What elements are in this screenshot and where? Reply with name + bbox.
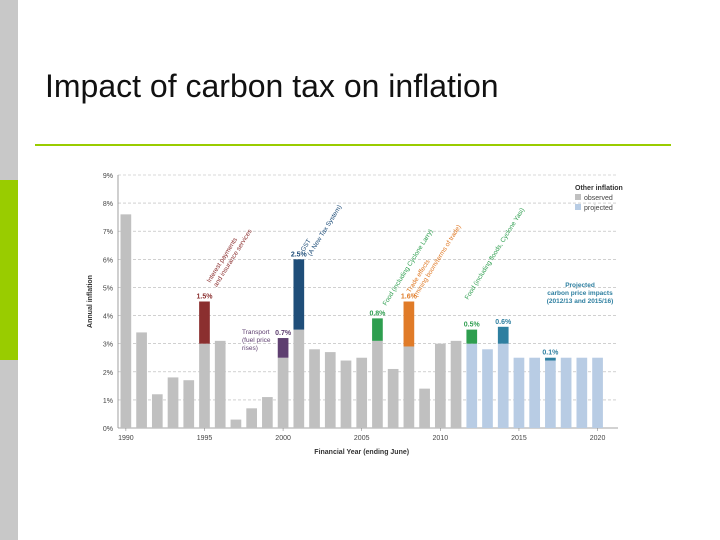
impact-bar — [372, 318, 383, 341]
bar-observed — [246, 408, 257, 428]
annotation-carbon: Projected — [565, 282, 595, 289]
y-tick-label: 3% — [103, 342, 113, 349]
y-tick-label: 2% — [103, 370, 113, 377]
bar-observed — [403, 346, 415, 428]
y-tick-label: 6% — [103, 257, 113, 264]
x-tick-label: 2000 — [275, 435, 291, 442]
bar-observed — [340, 360, 352, 428]
y-tick-label: 8% — [103, 201, 113, 208]
bar-observed — [183, 380, 195, 428]
annotation-trade: (mining boom/terms of trade) — [413, 224, 463, 298]
y-tick-label: 7% — [103, 229, 113, 236]
bar-observed — [151, 394, 163, 428]
bar-observed — [309, 349, 320, 428]
y-tick-label: 0% — [103, 426, 113, 433]
x-tick-label: 2020 — [590, 435, 606, 442]
legend-label: projected — [584, 205, 613, 212]
impact-label: 0.6% — [495, 319, 512, 326]
bar-projected — [529, 357, 541, 428]
bar-observed — [136, 332, 147, 428]
x-tick-label: 1990 — [118, 435, 134, 442]
annotation-carbon: carbon price impacts — [547, 290, 613, 297]
impact-bar — [545, 357, 556, 361]
x-tick-label: 1995 — [197, 435, 213, 442]
bar-observed — [167, 377, 179, 428]
impact-label: 0.1% — [542, 350, 559, 357]
x-tick-label: 2005 — [354, 435, 370, 442]
bar-observed — [199, 343, 210, 428]
bar-projected — [466, 343, 478, 428]
annotation-carbon: (2012/13 and 2015/16) — [547, 298, 614, 305]
annotation-transport: (fuel price — [242, 337, 271, 344]
bar-observed — [450, 340, 462, 428]
bar-observed — [324, 352, 336, 428]
legend-title: Other inflation — [575, 185, 623, 192]
impact-bar — [466, 329, 478, 344]
bar-observed — [372, 340, 383, 428]
legend-label: observed — [584, 195, 613, 202]
x-axis-label: Financial Year (ending June) — [314, 449, 409, 456]
y-axis-label: Annual inflation — [87, 275, 94, 328]
title-rule — [35, 144, 671, 146]
bar-observed — [230, 419, 242, 428]
impact-label: 1.5% — [196, 294, 213, 301]
y-tick-label: 4% — [103, 314, 113, 321]
x-tick-label: 2015 — [511, 435, 527, 442]
y-tick-label: 1% — [103, 398, 113, 405]
impact-label: 0.5% — [464, 322, 481, 329]
annotation-food-floods: Food (including floods, Cyclone Yasi) — [464, 207, 526, 301]
impact-bar — [293, 259, 305, 330]
bar-observed — [277, 357, 289, 428]
impact-label: 0.7% — [275, 330, 292, 337]
bar-observed — [419, 388, 430, 428]
y-tick-label: 9% — [103, 173, 113, 180]
annotation-transport: rises) — [242, 345, 258, 352]
bar-projected — [560, 357, 572, 428]
bar-projected — [576, 357, 588, 428]
x-tick-label: 2010 — [433, 435, 449, 442]
bar-projected — [497, 343, 509, 428]
bar-projected — [482, 349, 493, 428]
legend-swatch — [575, 204, 581, 210]
impact-bar — [277, 338, 289, 358]
annotation-transport: Transport — [242, 329, 270, 336]
legend-swatch — [575, 194, 581, 200]
bar-projected — [513, 357, 525, 428]
impact-label: 0.8% — [369, 310, 386, 317]
bar-observed — [214, 340, 226, 428]
bar-observed — [434, 343, 446, 428]
bar-observed — [262, 397, 273, 428]
bar-projected — [592, 357, 603, 428]
bar-observed — [120, 214, 132, 428]
bar-projected — [545, 360, 556, 428]
bar-observed — [356, 357, 368, 428]
impact-bar — [199, 301, 210, 344]
impact-label: 1.6% — [401, 294, 418, 301]
bar-observed — [293, 329, 305, 428]
impact-label: 2.5% — [291, 251, 308, 258]
impact-bar — [403, 301, 415, 347]
y-tick-label: 5% — [103, 285, 113, 292]
bar-observed — [387, 368, 399, 428]
impact-bar — [497, 326, 509, 344]
slide-left-accent — [0, 180, 18, 360]
annotation-gst: (A New Tax System) — [307, 204, 344, 257]
slide-title: Impact of carbon tax on inflation — [45, 68, 499, 104]
inflation-chart: 0% 1% 2% 3% 4% 5% 6% 7% 8% 9% 1990 1995 2000 2005 2010… — [87, 173, 623, 456]
